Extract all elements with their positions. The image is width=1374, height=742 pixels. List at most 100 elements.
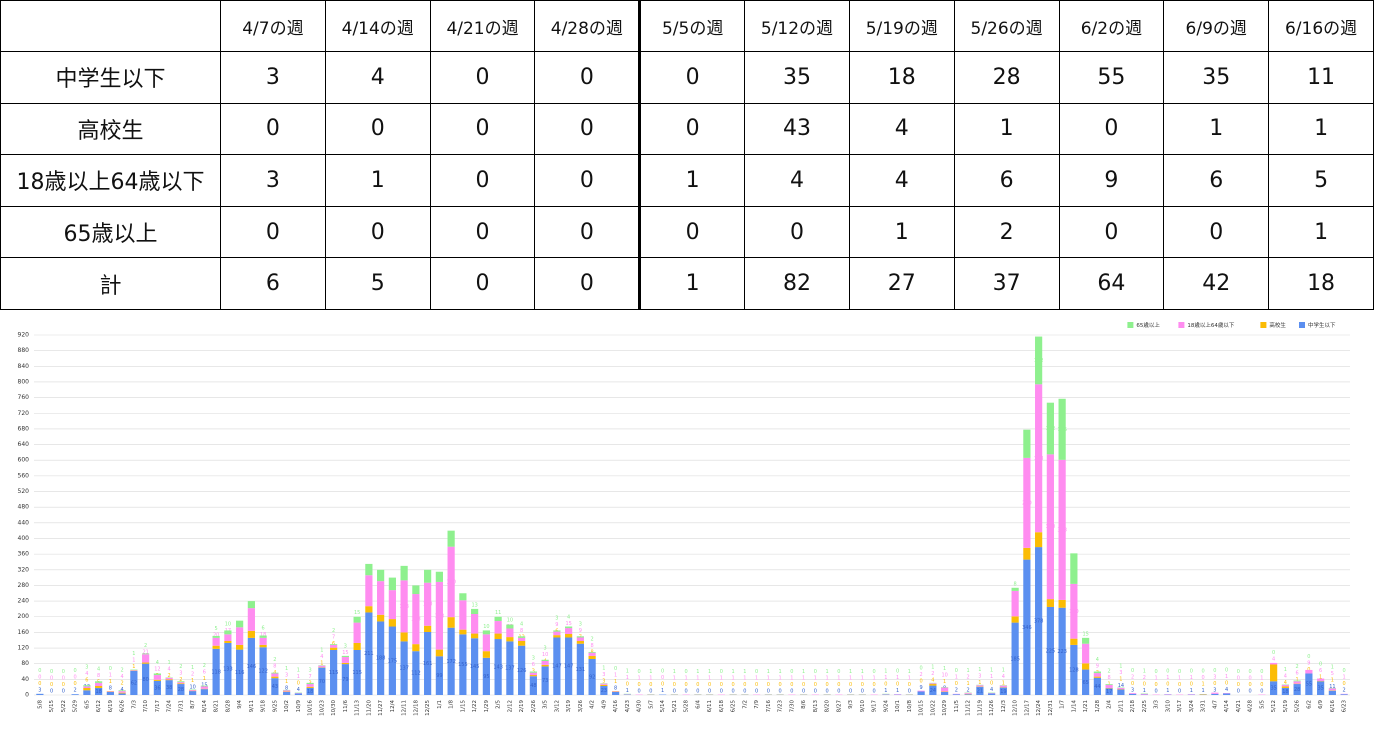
- data-label: 1: [191, 678, 194, 684]
- data-label: 10: [941, 672, 947, 678]
- data-label: 0: [779, 689, 782, 695]
- x-tick-label: 1/1: [437, 700, 443, 709]
- data-label: 1: [1002, 681, 1005, 687]
- data-label: 1: [990, 674, 993, 680]
- data-label: 2: [74, 688, 77, 694]
- bar-segment: [1082, 643, 1090, 664]
- data-label: 8: [273, 664, 276, 670]
- data-label: 12: [154, 667, 160, 673]
- data-label: 0: [685, 689, 688, 695]
- data-label: 8: [285, 685, 288, 691]
- bar-segment: [388, 626, 396, 695]
- x-tick-label: 8/28: [225, 700, 231, 713]
- data-label: 1: [849, 669, 852, 675]
- data-label: 140: [1069, 609, 1079, 615]
- data-label: 1: [132, 657, 135, 663]
- data-label: 6: [203, 670, 206, 676]
- data-label: 0: [1307, 654, 1310, 660]
- bar-segment: [435, 656, 443, 695]
- bar-segment: [353, 616, 361, 623]
- data-label: 0: [837, 682, 840, 688]
- data-label: 7: [332, 635, 335, 641]
- table-row: 18歳以上64歳以下 3 1 0 0 1 4 4 6 9 6 5: [0, 154, 1374, 207]
- bar-segment: [118, 690, 126, 692]
- data-label: 2: [273, 657, 276, 663]
- bar-segment: [1105, 688, 1113, 695]
- data-label: 0: [826, 682, 829, 688]
- data-label: 0: [626, 682, 629, 688]
- bar-segment: [412, 594, 420, 645]
- x-tick-label: 12/31: [1048, 700, 1054, 716]
- data-label: 28: [1294, 687, 1300, 693]
- data-label: 1: [896, 675, 899, 681]
- column-header: 5/26の週: [953, 0, 1060, 52]
- data-label: 1: [1002, 668, 1005, 674]
- data-label: 0: [661, 682, 664, 688]
- data-label: 2: [121, 667, 124, 673]
- data-label: 173: [435, 613, 445, 619]
- data-label: 11: [495, 610, 501, 616]
- data-label: 172: [446, 659, 456, 665]
- data-label: 0: [896, 669, 899, 675]
- data-label: 5: [215, 626, 218, 632]
- bar-segment: [1023, 429, 1031, 458]
- data-label: 1: [320, 661, 323, 667]
- data-label: 99: [436, 673, 442, 679]
- data-label: 20: [1059, 601, 1065, 607]
- bar-segment: [553, 635, 561, 638]
- data-label: 0: [74, 681, 77, 687]
- data-label: 10: [483, 624, 489, 630]
- data-label: 0: [790, 669, 793, 675]
- data-label: 32: [495, 621, 501, 627]
- bar-segment: [341, 655, 349, 658]
- y-tick-label: 40: [21, 676, 29, 683]
- table-row: 中学生以下 3 4 0 0 0 35 18 28 55 35 11: [0, 51, 1374, 104]
- data-label: 1: [649, 676, 652, 682]
- bar-segment: [988, 693, 996, 695]
- data-label: 0: [1249, 676, 1252, 682]
- bar-segment: [1011, 587, 1019, 591]
- x-tick-label: 5/26: [1295, 700, 1301, 713]
- data-label: 0: [50, 669, 53, 675]
- bar-segment: [1070, 583, 1078, 639]
- bar-segment: [999, 687, 1007, 695]
- bar-segment: [1293, 684, 1301, 695]
- y-tick-label: 80: [21, 660, 29, 667]
- x-tick-label: 6/26: [120, 700, 126, 713]
- data-label: 1: [1143, 688, 1146, 694]
- data-label: 0: [109, 666, 112, 672]
- x-tick-label: 7/3: [131, 700, 137, 709]
- x-tick-label: 2/11: [1118, 700, 1124, 712]
- data-label: 1: [826, 669, 829, 675]
- data-label: 0: [720, 669, 723, 675]
- bar-segment: [1058, 459, 1066, 600]
- data-label: 79: [366, 588, 372, 594]
- data-label: 8: [109, 685, 112, 691]
- bar-segment: [553, 637, 561, 695]
- x-tick-label: 9/24: [883, 700, 889, 713]
- bar-segment: [400, 641, 408, 695]
- data-label: 1: [1155, 676, 1158, 682]
- x-tick-label: 12/4: [390, 700, 396, 713]
- bar-segment: [318, 667, 326, 695]
- data-label: 185: [1010, 656, 1020, 662]
- data-label: 16: [1012, 617, 1018, 623]
- data-label: 2: [1143, 675, 1146, 681]
- data-label: 161: [423, 661, 433, 667]
- x-tick-label: 12/3: [1001, 700, 1007, 713]
- bar-segment: [1093, 673, 1101, 677]
- data-label: 1: [685, 676, 688, 682]
- data-label: 1: [1296, 677, 1299, 683]
- row-label: 高校生: [0, 102, 221, 156]
- data-label: 35: [1270, 686, 1276, 692]
- data-label: 17: [436, 650, 442, 656]
- x-tick-label: 5/8: [37, 700, 43, 709]
- x-tick-label: 11/26: [989, 700, 995, 716]
- data-label: 4: [1002, 674, 1005, 680]
- bar-segment: [306, 684, 314, 687]
- x-tick-label: 5/5: [1259, 700, 1265, 709]
- bar-segment: [83, 687, 91, 691]
- data-label: 6: [1319, 668, 1322, 674]
- bar-segment: [365, 575, 373, 607]
- cell: 4: [324, 51, 431, 104]
